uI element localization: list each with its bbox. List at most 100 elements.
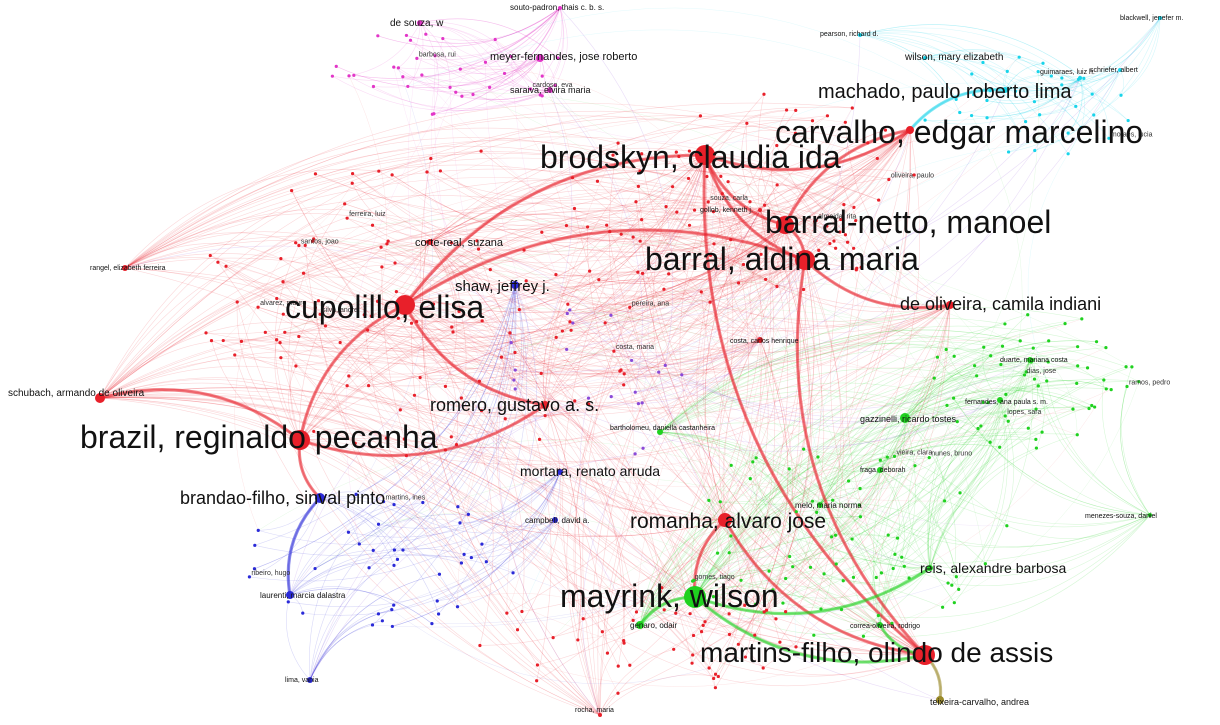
minor-node	[476, 247, 481, 251]
network-edge	[859, 27, 1093, 95]
network-edge	[544, 115, 701, 406]
network-edge	[569, 309, 906, 424]
minor-node-label: oliveira, paulo	[891, 173, 934, 180]
network-edge	[406, 7, 561, 44]
network-edge	[713, 556, 902, 679]
minor-node	[886, 533, 890, 537]
minor-node	[380, 265, 384, 269]
network-edge	[1046, 380, 1151, 516]
network-edge	[455, 91, 991, 356]
minor-node	[815, 510, 819, 514]
minor-node	[247, 575, 252, 579]
network-edge	[710, 254, 935, 379]
network-edge	[363, 314, 601, 716]
network-edge	[728, 129, 911, 187]
network-edge	[598, 640, 624, 716]
minor-node	[275, 338, 279, 342]
label-gazzinelli: gazzinelli, ricardo tostes	[860, 414, 957, 424]
label-campbell: campbell, david a.	[525, 516, 589, 525]
minor-node	[628, 305, 632, 309]
network-edge	[309, 624, 373, 681]
network-edge	[785, 359, 1031, 579]
network-edge	[416, 57, 541, 74]
network-edge	[661, 339, 762, 588]
network-edge	[694, 583, 893, 624]
network-edge	[404, 301, 511, 334]
network-edge	[254, 284, 516, 570]
minor-node-label: ferreira, luiz	[349, 211, 386, 218]
network-edge	[878, 355, 991, 626]
network-edge	[289, 588, 433, 624]
minor-node	[838, 230, 842, 234]
minor-node	[850, 537, 854, 541]
minor-node	[729, 463, 733, 467]
network-edge	[606, 224, 806, 271]
network-edge	[402, 284, 517, 551]
minor-node	[392, 503, 396, 507]
minor-node	[540, 74, 544, 78]
network-edge	[819, 488, 861, 506]
minor-node	[313, 306, 317, 310]
minor-node	[371, 548, 375, 552]
network-edge	[694, 596, 926, 663]
network-edge	[368, 154, 706, 386]
network-edge	[304, 245, 601, 716]
network-edge	[400, 404, 546, 426]
network-edge	[429, 241, 582, 640]
network-edge	[1039, 69, 1121, 116]
minor-node	[334, 64, 338, 68]
network-edge	[888, 399, 1001, 536]
label-costa: costa, carlos henrique	[730, 338, 799, 345]
network-edge	[639, 457, 757, 626]
network-edge	[599, 219, 841, 716]
minor-node	[1076, 364, 1080, 368]
network-edge	[392, 592, 634, 627]
minor-node	[988, 89, 992, 93]
network-edge	[504, 73, 551, 91]
minor-node	[435, 599, 439, 603]
label-romanha: romanha, alvaro jose	[630, 510, 826, 533]
network-edge	[1038, 69, 1121, 82]
network-edge	[1120, 17, 1161, 96]
minor-node	[839, 217, 843, 222]
network-edge	[718, 221, 815, 521]
minor-node	[874, 575, 878, 580]
minor-node	[640, 218, 644, 222]
network-edge	[859, 359, 1031, 489]
network-edge	[313, 431, 726, 537]
network-edge	[352, 173, 951, 329]
minor-node	[913, 464, 917, 468]
network-edge	[312, 154, 706, 257]
network-edge	[404, 288, 568, 314]
minor-node	[736, 281, 741, 285]
network-edge	[639, 515, 726, 626]
network-edge	[1093, 17, 1161, 116]
network-edge	[859, 34, 957, 100]
network-edge	[309, 559, 398, 681]
network-edge	[289, 342, 512, 596]
network-edge	[249, 471, 561, 582]
network-edge	[332, 75, 551, 112]
network-edge	[659, 390, 979, 433]
network-edge	[355, 284, 516, 495]
node-correa	[877, 622, 883, 628]
network-edge	[729, 359, 1031, 554]
network-edge	[999, 380, 1112, 401]
network-edge	[99, 397, 508, 614]
label-pearson: pearson, richard d.	[820, 31, 878, 38]
node-teixeira	[936, 696, 944, 704]
minor-node	[763, 203, 767, 207]
network-edge	[924, 50, 1093, 95]
network-edge	[419, 22, 505, 74]
network-edge	[928, 425, 982, 569]
network-edge	[485, 62, 551, 91]
minor-node	[554, 273, 558, 277]
minor-node	[633, 390, 637, 394]
network-edge	[673, 129, 911, 650]
network-edge	[722, 243, 831, 521]
node-brodskyn	[695, 145, 715, 165]
network-edge	[336, 57, 541, 89]
network-edge	[785, 578, 881, 626]
minor-node	[1022, 373, 1027, 377]
network-edge	[708, 500, 1151, 564]
